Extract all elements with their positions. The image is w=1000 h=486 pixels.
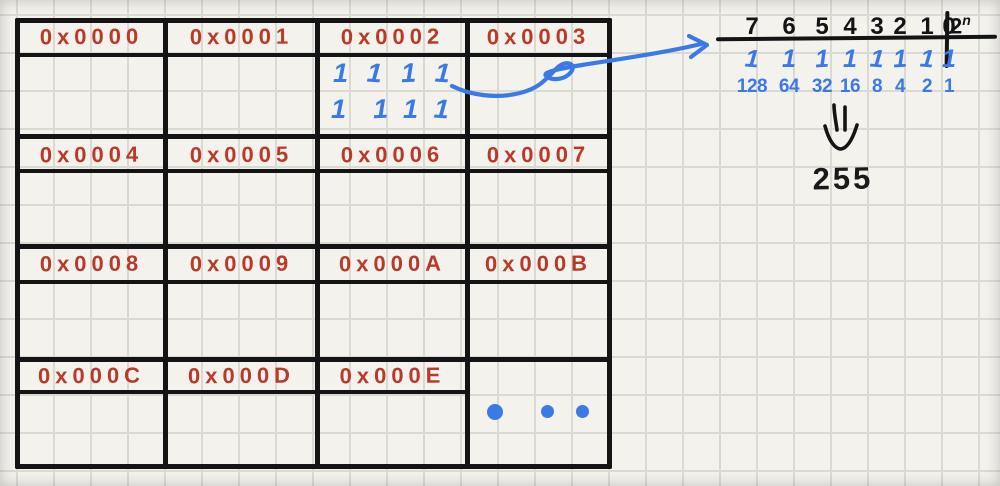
- bit-digit: 1: [331, 94, 347, 124]
- bit-position-label: 0: [942, 13, 956, 40]
- bit-digit: 1: [433, 57, 452, 89]
- memory-address-label: 0x000B: [484, 250, 593, 277]
- memory-address-label: 0x0000: [39, 23, 144, 50]
- bit-weight-label: 1: [943, 76, 955, 97]
- bit-value: 1: [942, 45, 956, 73]
- bit-column: 6 1 64: [749, 13, 800, 105]
- bit-position-label: 2: [893, 13, 907, 40]
- bit-digit: 1: [333, 58, 349, 88]
- table-grid-vertical: [465, 18, 470, 469]
- bit-value: 1: [782, 45, 796, 73]
- memory-address-label: 0x000E: [339, 362, 446, 388]
- bit-weight-label: 16: [839, 76, 861, 97]
- ellipsis-dot: [487, 404, 503, 420]
- bit-column: 2 1 4: [860, 13, 907, 105]
- byte-to-bits-arrowhead: [686, 33, 710, 60]
- bit-weight-label: 8: [871, 76, 883, 97]
- bit-weight-label: 4: [894, 76, 906, 97]
- sum-down-arrow: [823, 103, 859, 151]
- bit-digit: 1: [372, 93, 389, 125]
- bit-position-label: 4: [843, 13, 857, 40]
- memory-address-label: 0x0004: [39, 141, 144, 167]
- table-grid-vertical: [315, 18, 320, 469]
- power-of-two-label: 2n: [950, 12, 971, 39]
- memory-address-label: 0x0008: [39, 250, 144, 277]
- table-grid-horizontal: [15, 244, 612, 249]
- table-border-vertical: [15, 18, 20, 469]
- ellipsis-dot: [576, 405, 589, 418]
- bit-column: 1 1 2: [887, 13, 935, 105]
- memory-address-label: 0x0001: [189, 23, 294, 50]
- bit-column: 0 1 1: [909, 13, 956, 105]
- memory-address-label: 0x0002: [340, 23, 445, 50]
- power-base: 2: [950, 13, 963, 39]
- decimal-result: 255: [812, 160, 874, 197]
- header-underline: [15, 53, 612, 57]
- bit-column: 7 1 128: [712, 13, 768, 105]
- bit-digit: 1: [432, 93, 451, 125]
- memory-address-label: 0x0009: [189, 250, 294, 277]
- bit-digit: 1: [400, 57, 417, 89]
- table-grid-horizontal: [15, 134, 612, 139]
- memory-address-label: 0x000C: [37, 362, 146, 388]
- header-underline: [15, 169, 612, 173]
- power-exponent: n: [962, 12, 971, 28]
- memory-address-label: 0x0003: [486, 23, 591, 50]
- memory-address-label: 0x0005: [189, 141, 294, 167]
- bit-position-label: 7: [745, 13, 759, 40]
- bit-weight-label: 32: [811, 76, 833, 97]
- table-grid-horizontal: [15, 357, 612, 362]
- bit-position-label: 1: [920, 13, 934, 40]
- table-grid-vertical: [163, 18, 168, 469]
- table-border-vertical: [607, 18, 612, 469]
- bit-column: 3 1 8: [837, 13, 885, 105]
- header-underline: [15, 390, 470, 394]
- bit-position-label: 6: [782, 13, 796, 40]
- ellipsis-dot: [541, 405, 554, 418]
- table-border-horizontal: [15, 18, 612, 23]
- bit-position-label: 3: [870, 13, 884, 40]
- table-border-horizontal: [15, 464, 612, 469]
- byte-value-bits: 1 1 1 1 1 1 1 1: [320, 58, 465, 134]
- bit-column: 5 1 32: [782, 13, 833, 105]
- memory-address-label: 0x0006: [340, 141, 445, 167]
- bit-digit: 1: [365, 57, 384, 89]
- bit-value: 1: [843, 45, 857, 73]
- bit-position-label: 5: [815, 13, 829, 40]
- header-underline: [15, 280, 612, 284]
- memory-address-label: 0x000A: [338, 250, 447, 277]
- memory-address-label: 0x0007: [486, 141, 591, 167]
- bit-digit: 1: [403, 94, 419, 124]
- bit-weight-label: 2: [921, 76, 933, 97]
- bit-weight-label: 128: [736, 76, 768, 97]
- bit-weight-label: 64: [778, 76, 800, 97]
- bit-column: 4 1 16: [810, 13, 861, 105]
- memory-address-label: 0x000D: [187, 362, 296, 388]
